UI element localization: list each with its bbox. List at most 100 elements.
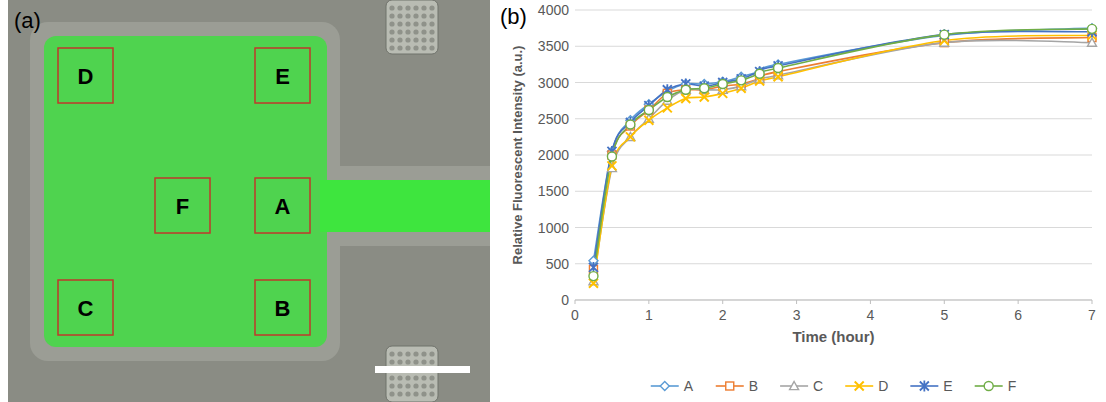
plot-area [589,24,1097,288]
x-axis-line [575,300,1092,301]
panel-letter: (a) [14,8,41,33]
legend-item: C [780,378,823,394]
grid-line [575,46,1092,47]
pad-texture [405,375,410,380]
pad-texture [413,391,418,396]
y-tick-label: 3000 [538,75,569,91]
legend-marker [855,382,864,391]
data-point [700,84,709,93]
region-label: C [78,296,94,321]
pad-texture [397,391,402,396]
pad-texture [413,359,418,364]
grid-line [575,82,1092,83]
pad-texture [405,5,410,10]
pad-texture [389,359,394,364]
region-label: E [275,64,290,89]
data-point [737,73,746,84]
legend-label: E [943,378,952,394]
data-point [682,86,690,94]
pad-texture [397,383,402,388]
x-tick [1092,300,1093,304]
pad-texture [413,13,418,18]
region-label: A [275,194,291,219]
y-tick-label: 1000 [538,220,569,236]
pad-texture [405,351,410,356]
pad-texture [421,383,426,388]
pad-texture [405,383,410,388]
pad-texture [389,375,394,380]
y-tick-label: 1500 [538,183,569,199]
pad-texture [421,29,426,34]
data-point [626,132,635,141]
image-background [8,0,490,402]
chamber [44,36,327,347]
data-point [940,31,949,40]
data-point [607,152,616,161]
pillar-pad [386,0,438,54]
image-panel: DEFACB(a) [8,0,490,402]
x-tick-label: 5 [940,307,948,323]
pad-texture [421,351,426,356]
pad-texture [429,45,434,50]
data-point [1088,24,1097,33]
pad-texture [389,37,394,42]
pad-texture [389,13,394,18]
data-point [626,120,635,129]
channel [320,180,490,232]
x-tick [944,300,945,304]
chart-panel: (b)0500100015002000250030003500400001234… [500,2,1097,394]
legend-label: A [684,378,694,394]
legend-marker [920,381,929,392]
region-box [255,48,310,103]
pad-texture [429,5,434,10]
pad-texture [429,13,434,18]
x-tick-label: 1 [645,307,653,323]
pad-texture [405,45,410,50]
pad-texture [429,37,434,42]
data-point [774,72,783,81]
data-point [755,69,764,78]
pad-texture [405,13,410,18]
legend-item: A [651,378,694,394]
region-label: D [78,64,94,89]
pad-texture [389,391,394,396]
data-point [718,77,727,88]
data-point [681,94,690,103]
pad-texture [429,359,434,364]
grid-line [575,155,1092,156]
series-line [593,28,1092,261]
pad-texture [429,391,434,396]
pad-texture [413,383,418,388]
pad-texture [397,29,402,34]
pad-texture [397,5,402,10]
data-point [681,85,690,94]
pad-texture [429,21,434,26]
x-tick [648,300,649,304]
y-tick-label: 2500 [538,111,569,127]
panel-letter: (b) [500,4,527,29]
x-tick-label: 4 [867,307,875,323]
data-point [700,93,709,102]
pad-texture [397,375,402,380]
data-point [774,64,783,73]
pad-texture [389,383,394,388]
grid-line [575,263,1092,264]
pad-texture [397,359,402,364]
data-point [718,89,727,98]
pad-texture [389,21,394,26]
data-point [1088,24,1097,33]
chamber-wall [30,22,340,361]
pad-texture [389,351,394,356]
pad-texture [421,45,426,50]
pad-texture [421,359,426,364]
x-tick [1018,300,1019,304]
grid-line [575,191,1092,192]
region-label: F [176,194,189,219]
data-point [718,79,727,88]
data-point [940,30,949,39]
pad-texture [397,45,402,50]
legend-label: C [813,378,823,394]
pad-texture [389,45,394,50]
data-point [645,106,653,114]
legend-label: F [1008,378,1017,394]
